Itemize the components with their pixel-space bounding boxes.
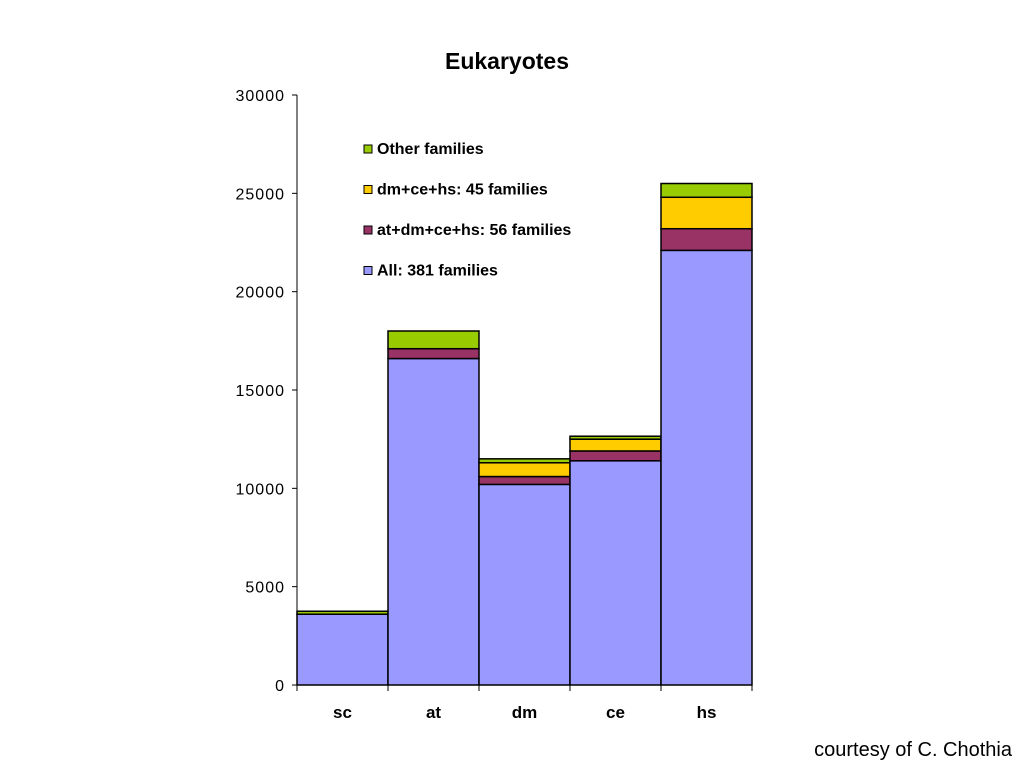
y-tick-label-0: 0 <box>275 678 285 695</box>
bar-segment-hs-4 <box>661 184 752 198</box>
y-tick-label-20000: 20000 <box>236 285 286 302</box>
x-tick-label-ce: ce <box>606 703 625 722</box>
bar-segment-at-2 <box>388 349 479 359</box>
x-tick-label-at: at <box>426 703 441 722</box>
legend-swatch-1 <box>364 267 372 275</box>
bar-segment-dm-2 <box>479 477 570 485</box>
bar-segment-hs-1 <box>661 250 752 685</box>
bar-segment-dm-4 <box>479 459 570 463</box>
bar-segment-dm-3 <box>479 463 570 477</box>
y-tick-label-25000: 25000 <box>236 186 286 203</box>
legend-label-2: at+dm+ce+hs: 56 families <box>377 222 571 239</box>
bar-segment-dm-1 <box>479 484 570 685</box>
legend-swatch-4 <box>364 145 372 153</box>
legend-label-3: dm+ce+hs: 45 families <box>377 182 548 199</box>
bar-segment-ce-1 <box>570 461 661 685</box>
x-tick-label-dm: dm <box>512 703 538 722</box>
plot-layer: sc at dm ce hs 0 5000 10000 15000 20000 25000 30000… <box>236 88 753 722</box>
x-tick-label-sc: sc <box>333 703 352 722</box>
bar-segment-ce-2 <box>570 451 661 461</box>
y-tick-label-15000: 15000 <box>236 383 286 400</box>
legend-label-4: Other families <box>377 141 484 158</box>
y-tick-label-5000: 5000 <box>245 580 285 597</box>
bar-segment-at-1 <box>388 359 479 685</box>
bar-segment-sc-1 <box>297 614 388 685</box>
legend-label-1: All: 381 families <box>377 263 498 280</box>
bar-segment-hs-3 <box>661 197 752 228</box>
x-tick-label-hs: hs <box>697 703 717 722</box>
bar-segment-ce-3 <box>570 439 661 451</box>
footer-credit: courtesy of C. Chothia <box>814 739 1012 762</box>
bar-segment-hs-2 <box>661 229 752 251</box>
chart-title: Eukaryotes <box>445 48 569 74</box>
y-tick-label-30000: 30000 <box>236 88 286 105</box>
legend-swatch-3 <box>364 186 372 194</box>
bar-segment-at-4 <box>388 331 479 349</box>
y-tick-label-10000: 10000 <box>236 481 286 498</box>
bar-segment-ce-4 <box>570 436 661 439</box>
bar-segment-sc-4 <box>297 611 388 614</box>
legend-swatch-2 <box>364 226 372 234</box>
